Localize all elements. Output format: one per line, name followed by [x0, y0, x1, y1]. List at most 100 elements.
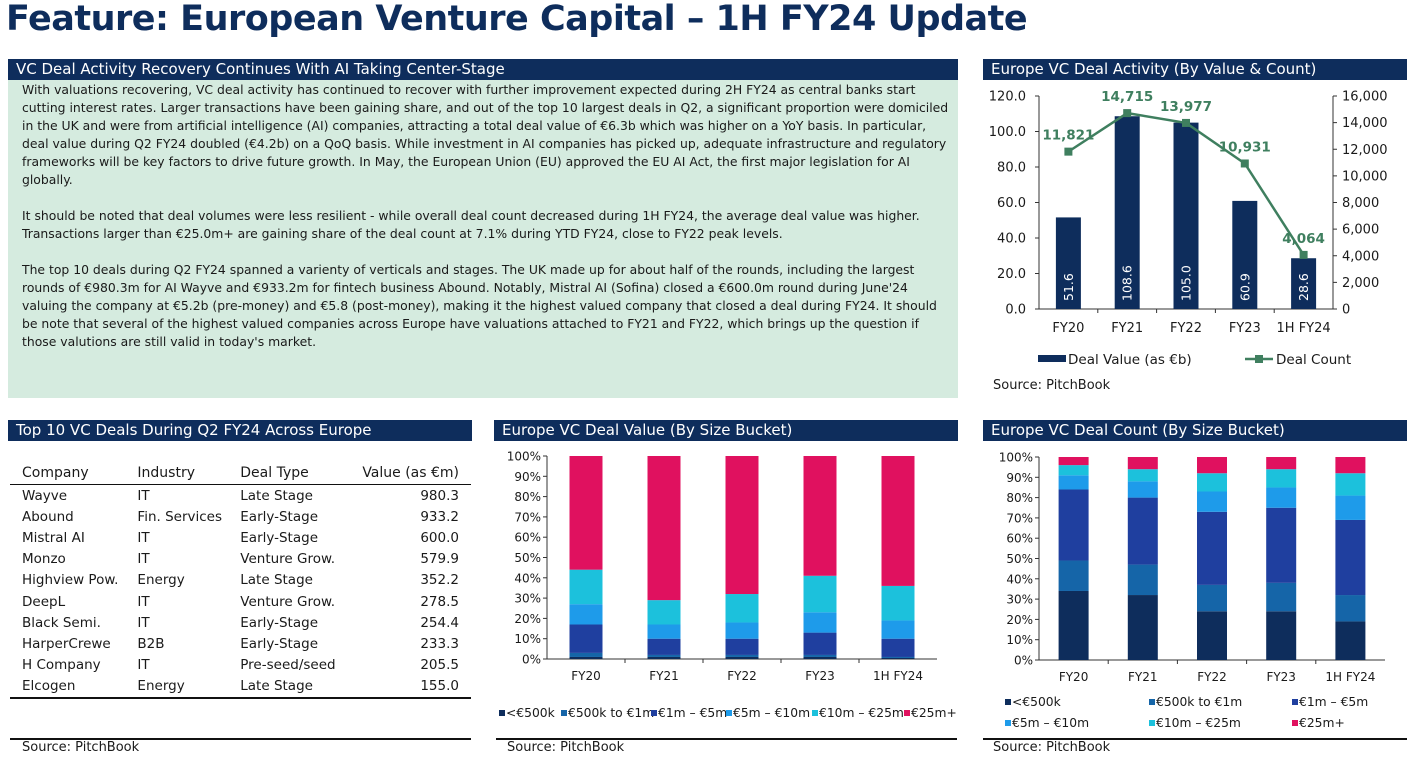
y-tick-label: 60%: [1006, 532, 1033, 546]
y-tick-label: 10%: [514, 632, 541, 646]
cell-company: Elcogen: [10, 675, 126, 699]
y-tick-label: 90%: [1006, 471, 1033, 485]
page-title: Feature: European Venture Capital – 1H F…: [6, 0, 1028, 39]
bar-data-label: 51.6: [1061, 273, 1076, 301]
table-row: Abound Fin. Services Early-Stage 933.2: [10, 506, 471, 527]
stack-segment-0: [1335, 621, 1366, 660]
cell-deal-type: Late Stage: [240, 572, 313, 589]
table-row: HarperCrewe B2B Early-Stage 233.3: [10, 633, 471, 654]
cell-deal-type: Early-Stage: [240, 529, 319, 546]
y-tick-label: 80%: [514, 490, 541, 504]
stack-segment-1: [1058, 560, 1089, 591]
x-tick-label: 1H FY24: [1277, 321, 1331, 336]
column-header-deal-type: Deal Type: [228, 461, 343, 485]
y2-tick-label: 4,000: [1342, 249, 1379, 264]
cell-deal-type: Venture Grow.: [240, 593, 336, 610]
stack-segment-3: [1127, 481, 1158, 498]
bar-deal-value: [1114, 116, 1140, 309]
cell-value: 205.5: [420, 657, 459, 674]
legend-label: €25m+: [1299, 716, 1345, 730]
chart-value-bucket-source: Source: PitchBook: [507, 740, 625, 755]
stack-segment-0: [803, 656, 837, 659]
legend-swatch: [651, 710, 657, 716]
y2-tick-label: 16,000: [1342, 90, 1388, 105]
stack-segment-2: [803, 632, 837, 655]
cell-industry: IT: [137, 657, 150, 674]
commentary-paragraph: It should be noted that deal volumes wer…: [22, 208, 920, 241]
legend-label: €500k to €1m: [568, 706, 654, 720]
legend-swatch: [904, 710, 910, 716]
stack-segment-2: [725, 638, 759, 655]
commentary-paragraph: With valuations recovering, VC deal acti…: [22, 82, 949, 187]
cell-deal-type: Early-Stage: [240, 508, 319, 525]
legend-swatch: [1292, 720, 1298, 726]
stack-segment-4: [1058, 465, 1089, 476]
stack-segment-2: [1058, 489, 1089, 561]
x-tick-label: FY22: [1170, 321, 1202, 336]
stack-segment-4: [647, 600, 681, 625]
cell-deal-type: Late Stage: [228, 675, 343, 699]
stack-segment-0: [1058, 590, 1089, 660]
stack-segment-0: [881, 657, 915, 659]
stack-segment-1: [725, 654, 759, 657]
deal-count-point: [1182, 118, 1190, 127]
column-header-value: Value (as €m): [342, 461, 471, 485]
cell-company: Wayve: [22, 487, 68, 504]
stack-segment-3: [1335, 495, 1366, 520]
cell-company: Black Semi.: [22, 614, 101, 631]
chart-count-bucket-source: Source: PitchBook: [993, 740, 1111, 755]
y2-tick-label: 10,000: [1342, 169, 1388, 184]
y-tick-label: 100.0: [989, 125, 1026, 140]
y-tick-label: 60%: [514, 531, 541, 545]
cell-deal-type: Early-Stage: [240, 614, 319, 631]
cell-industry: B2B: [137, 635, 165, 652]
table-row: Monzo IT Venture Grow. 579.9: [10, 549, 471, 570]
x-tick-label: FY22: [1197, 670, 1227, 684]
x-tick-label: FY23: [1229, 321, 1261, 336]
cell-industry: IT: [137, 529, 150, 546]
y-tick-label: 50%: [514, 551, 541, 565]
table-row: Mistral AI IT Early-Stage 600.0: [10, 527, 471, 548]
cell-company: Highview Pow.: [22, 572, 119, 589]
cell-company: H Company: [22, 657, 101, 674]
cell-deal-type: Pre-seed/seed: [240, 657, 336, 674]
legend-label-deal-count: Deal Count: [1276, 352, 1351, 368]
cell-industry: IT: [137, 593, 150, 610]
chart-value-bucket: 0% 10% 20% 30% 40% 50% 60% 70% 80% 90% 100% FY20 FY2…: [499, 450, 957, 720]
stack-segment-5: [647, 456, 681, 601]
x-tick-label: FY20: [1052, 321, 1084, 336]
chart-value-bucket-rule: [496, 738, 957, 740]
cell-industry: Energy: [137, 572, 185, 589]
bar-deal-value: [1055, 217, 1081, 309]
cell-company: DeepL: [22, 593, 66, 610]
cell-value: 579.9: [420, 551, 459, 568]
cell-value: 980.3: [420, 487, 459, 504]
stack-segment-3: [725, 622, 759, 639]
legend-swatch: [499, 710, 505, 716]
x-tick-label: FY21: [1111, 321, 1143, 336]
x-tick-label: 1H FY24: [873, 669, 923, 683]
stack-segment-4: [1127, 469, 1158, 482]
stack-segment-1: [1335, 595, 1366, 622]
legend-label: €10m – €25m: [819, 706, 904, 720]
cell-value: 233.3: [420, 635, 459, 652]
stack-segment-5: [1335, 457, 1366, 474]
stack-segment-5: [1127, 457, 1158, 470]
cell-industry: IT: [137, 487, 150, 504]
y-tick-label: 20%: [1006, 613, 1033, 627]
stack-segment-5: [1266, 457, 1297, 470]
stack-segment-5: [569, 456, 603, 570]
stack-segment-2: [881, 638, 915, 657]
legend-swatch: [1149, 720, 1155, 726]
deals-table-header: Top 10 VC Deals During Q2 FY24 Across Eu…: [8, 420, 472, 441]
deal-count-point: [1123, 109, 1132, 118]
y-tick-label: 30%: [1006, 593, 1033, 607]
y-tick-label: 120.0: [989, 90, 1026, 105]
deal-count-label: 14,715: [1101, 89, 1153, 105]
commentary-header: VC Deal Activity Recovery Continues With…: [8, 59, 958, 80]
y2-tick-label: 12,000: [1342, 143, 1388, 158]
stack-segment-4: [1335, 473, 1366, 496]
cell-company: Monzo: [22, 551, 66, 568]
legend-label: €5m – €10m: [1012, 716, 1089, 730]
stack-segment-0: [569, 656, 603, 659]
